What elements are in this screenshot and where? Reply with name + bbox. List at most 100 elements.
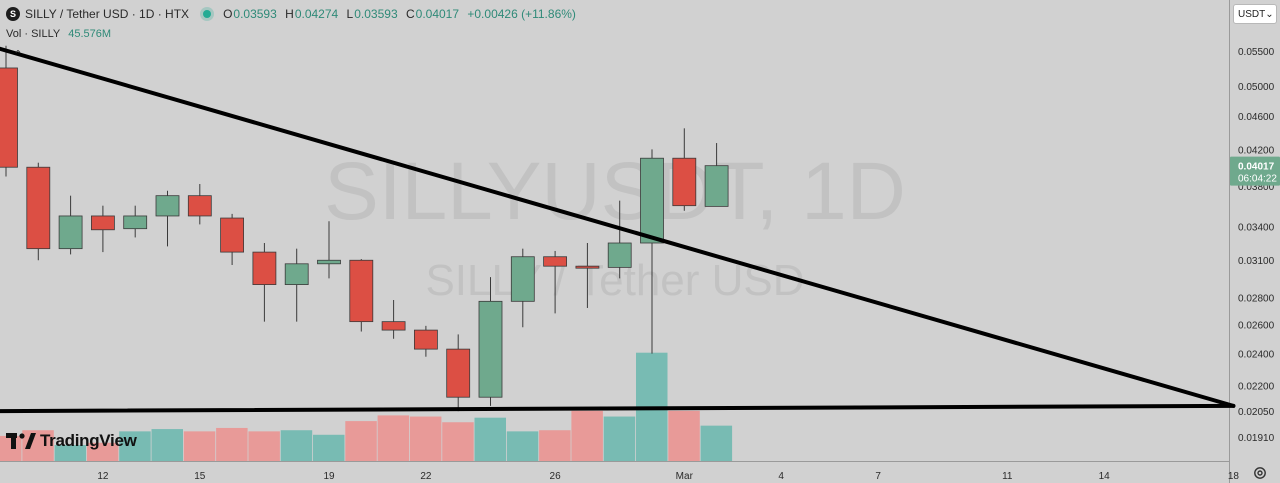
volume-bar xyxy=(86,442,119,461)
price-tick-label: 0.03100 xyxy=(1238,256,1275,267)
trend-line xyxy=(0,46,1236,408)
volume-bar xyxy=(248,431,280,461)
low-value: 0.03593 xyxy=(354,7,398,21)
volume-bar xyxy=(54,445,87,461)
time-tick-label: 4 xyxy=(778,471,784,482)
volume-bar xyxy=(668,410,700,461)
volume-value: 45.576M xyxy=(68,28,112,40)
volume-bar xyxy=(0,435,22,461)
price-tick-label: 0.02400 xyxy=(1238,350,1275,361)
candle-body xyxy=(478,300,503,398)
candle-body xyxy=(704,165,729,207)
volume-bar xyxy=(183,431,216,461)
price-tick-label: 0.04200 xyxy=(1238,145,1275,156)
candle-body xyxy=(123,215,148,230)
candle-body xyxy=(0,67,18,168)
volume-legend[interactable]: Vol · SILLY 45.576M xyxy=(6,28,111,40)
volume-bar xyxy=(409,416,442,461)
open-value: 0.03593 xyxy=(233,7,277,21)
price-tick-label: 0.02050 xyxy=(1238,407,1275,418)
volume-bar xyxy=(216,427,248,461)
volume-bar xyxy=(345,421,377,461)
tradingview-logo[interactable]: TradingView xyxy=(6,431,137,451)
price-tick-label: 0.01910 xyxy=(1238,433,1275,444)
symbol-legend: S SILLY / Tether USD · 1D · HTX O0.03593… xyxy=(6,5,581,23)
candle-body xyxy=(607,242,632,268)
plot-area xyxy=(0,0,1229,461)
time-tick-label: 19 xyxy=(323,471,335,482)
tradingview-mark-icon xyxy=(6,433,36,449)
candle-body xyxy=(575,265,600,269)
candle-body xyxy=(252,251,277,285)
volume-label: Vol · SILLY xyxy=(6,28,61,40)
volume-bar xyxy=(700,425,733,461)
gear-icon[interactable] xyxy=(1252,465,1268,481)
last-price-tag xyxy=(1230,156,1280,186)
price-tick-label: 0.02200 xyxy=(1238,381,1275,392)
candle-body xyxy=(640,157,664,244)
price-tick-label: 0.05500 xyxy=(1238,47,1275,58)
time-tick-label: 26 xyxy=(550,471,562,482)
volume-bar xyxy=(603,416,636,461)
price-tick-label: 0.03400 xyxy=(1238,223,1275,234)
volume-bar xyxy=(506,431,539,461)
candle-body xyxy=(413,329,438,350)
chevron-down-icon: ⌄ xyxy=(1265,8,1274,20)
price-tick-label: 0.03800 xyxy=(1238,182,1275,193)
candle-body xyxy=(381,321,406,331)
volume-bar xyxy=(280,430,313,461)
candle-body xyxy=(187,195,212,217)
time-tick-label: 22 xyxy=(420,471,432,482)
volume-bar xyxy=(474,417,506,461)
candle-body xyxy=(155,195,180,217)
live-status-icon xyxy=(203,10,212,18)
time-tick-label: 12 xyxy=(97,471,109,482)
price-tick-label: 0.02600 xyxy=(1238,320,1275,331)
close-value: 0.04017 xyxy=(415,7,460,21)
candle-body xyxy=(446,348,471,398)
open-label: O xyxy=(223,7,233,21)
time-tick-label: 7 xyxy=(875,471,881,482)
high-label: H xyxy=(285,7,294,21)
price-tick-label: 0.05000 xyxy=(1238,82,1275,93)
time-tick-label: 18 xyxy=(1228,471,1240,482)
candle-body xyxy=(317,259,341,265)
candle-body xyxy=(672,157,697,207)
volume-bar xyxy=(377,415,410,461)
symbol-title[interactable]: SILLY / Tether USD · 1D · HTX xyxy=(25,7,190,21)
time-tick-label: 11 xyxy=(1002,471,1013,482)
trend-line xyxy=(0,403,1236,414)
candle-body xyxy=(284,263,309,285)
coin-icon: S xyxy=(6,7,20,21)
collapse-legend-icon[interactable]: ⌃ xyxy=(13,49,23,61)
candle-body xyxy=(220,217,245,253)
price-tick-label: 0.02800 xyxy=(1238,293,1275,304)
candle-body xyxy=(91,215,115,231)
time-tick-label: Mar xyxy=(676,471,694,482)
volume-bar xyxy=(539,430,571,461)
candle-body xyxy=(543,256,567,267)
high-value: 0.04274 xyxy=(294,7,339,21)
volume-bar xyxy=(119,431,151,461)
volume-bar xyxy=(442,422,474,461)
tradingview-wordmark: TradingView xyxy=(40,431,137,450)
last-price-value: 0.04017 xyxy=(1238,162,1275,173)
time-tick-label: 14 xyxy=(1099,471,1111,482)
bar-countdown: 06:04:22 xyxy=(1238,174,1277,185)
watermark-symbol: SILLYUSDT, 1D xyxy=(324,146,906,237)
candle-body xyxy=(26,166,51,250)
quote-currency-select[interactable]: USDT ⌄ xyxy=(1233,4,1277,24)
candle-body xyxy=(349,259,374,323)
time-tick-label: 15 xyxy=(194,471,206,482)
volume-bar xyxy=(313,434,345,461)
candle-body xyxy=(58,215,83,250)
change-value: +0.00426 (+11.86%) xyxy=(467,7,576,21)
candle-body xyxy=(510,256,535,302)
price-tick-label: 0.04600 xyxy=(1238,112,1275,123)
close-label: C xyxy=(405,7,415,21)
low-label: L xyxy=(346,7,354,21)
quote-currency-value: USDT xyxy=(1238,8,1266,20)
ohlc-values: O0.03593 H0.04274 L0.03593 C0.04017 +0.0… xyxy=(223,7,581,21)
